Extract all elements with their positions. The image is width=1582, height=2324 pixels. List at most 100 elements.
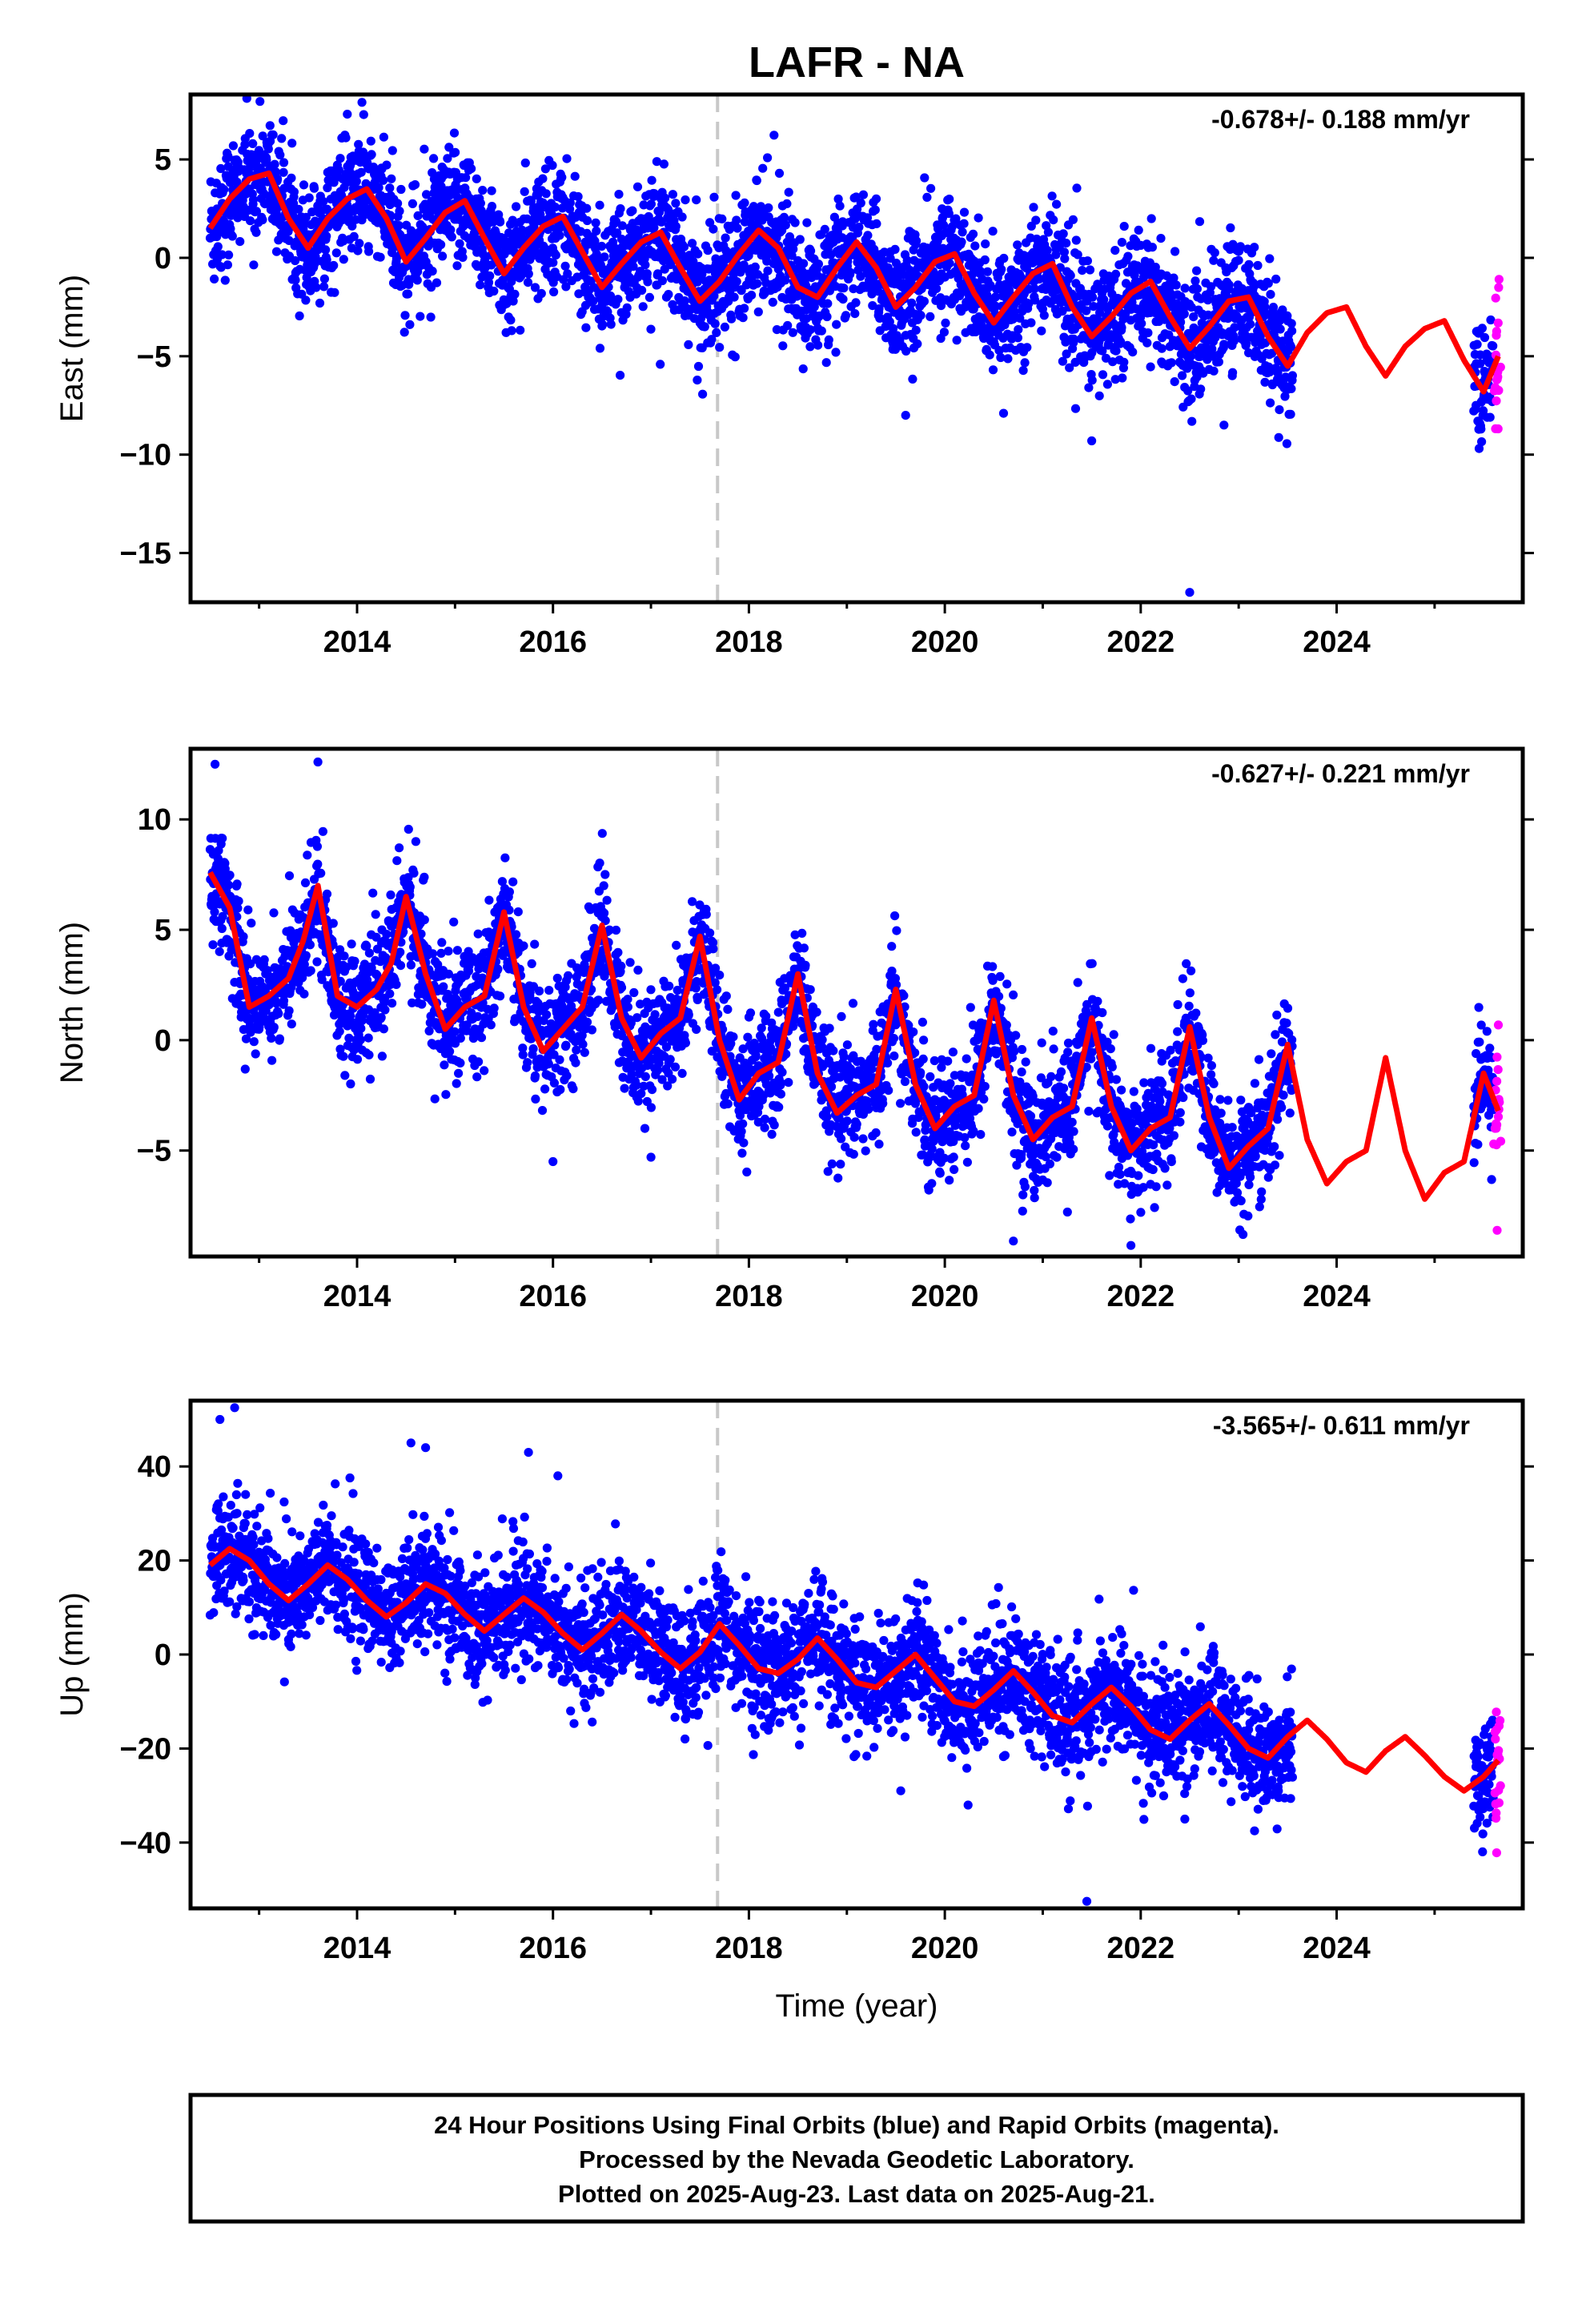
data-point <box>1287 371 1297 380</box>
data-point <box>1485 412 1495 422</box>
data-point <box>596 241 607 251</box>
data-point <box>1031 215 1041 225</box>
data-point <box>1117 238 1126 247</box>
data-point <box>959 207 970 217</box>
data-point <box>1170 247 1180 256</box>
data-point <box>856 198 865 208</box>
data-point <box>599 881 608 891</box>
data-point <box>939 328 949 337</box>
data-point <box>287 139 297 148</box>
data-point <box>271 247 282 256</box>
data-point <box>833 194 843 204</box>
data-point <box>311 283 321 292</box>
data-point <box>623 1002 633 1011</box>
data-point <box>476 199 486 208</box>
data-point <box>347 939 356 949</box>
data-point <box>763 266 773 275</box>
data-point <box>307 207 317 217</box>
data-point <box>1180 283 1190 293</box>
data-point <box>1211 333 1220 343</box>
data-point <box>366 136 375 146</box>
rapid-point <box>1494 283 1504 292</box>
x-tick-label: 2014 <box>323 625 391 659</box>
data-point <box>350 956 359 966</box>
data-point <box>291 275 300 285</box>
data-point <box>312 957 322 967</box>
data-point <box>595 344 605 353</box>
data-point <box>758 163 768 173</box>
velocity-rate-label: -0.678+/- 0.188 mm/yr <box>1211 105 1470 134</box>
data-point <box>1250 243 1259 252</box>
data-point <box>564 971 573 980</box>
data-point <box>275 150 285 160</box>
data-point <box>970 241 980 251</box>
data-point <box>1476 359 1485 368</box>
data-point <box>1263 279 1273 288</box>
data-point <box>215 947 224 956</box>
data-point <box>218 911 227 921</box>
data-point <box>642 269 652 279</box>
data-point <box>698 389 708 399</box>
data-point <box>287 173 296 183</box>
data-point <box>612 228 622 238</box>
data-point <box>249 1037 259 1047</box>
data-point <box>405 883 415 892</box>
data-point <box>951 214 961 223</box>
data-point <box>386 890 396 900</box>
data-point <box>1186 352 1195 361</box>
data-point <box>562 154 572 163</box>
data-point <box>763 153 773 163</box>
data-point <box>1271 274 1281 284</box>
data-point <box>659 159 669 169</box>
data-point <box>1030 284 1039 294</box>
data-point <box>885 254 895 263</box>
data-point <box>753 307 763 317</box>
data-point <box>592 226 601 235</box>
data-point <box>872 219 881 228</box>
data-point <box>524 269 533 279</box>
data-point <box>496 991 505 1001</box>
data-point <box>919 296 929 306</box>
data-point <box>582 215 592 226</box>
data-point <box>312 842 322 851</box>
data-point <box>507 326 516 336</box>
data-point <box>1275 324 1285 334</box>
data-point <box>1117 323 1126 332</box>
outlier-point <box>901 411 910 420</box>
x-tick-label: 2022 <box>1107 625 1175 659</box>
data-point <box>693 249 703 259</box>
data-point <box>649 189 659 199</box>
data-point <box>1171 280 1181 290</box>
data-point <box>952 336 962 345</box>
data-point <box>740 304 749 313</box>
data-point <box>428 267 437 276</box>
data-point <box>1203 296 1213 305</box>
data-point <box>367 150 376 159</box>
data-point <box>248 139 258 148</box>
rapid-point <box>1493 424 1503 434</box>
rapid-point <box>1493 318 1503 328</box>
data-point <box>413 211 423 220</box>
data-point <box>1286 342 1296 352</box>
data-point <box>284 871 295 881</box>
data-point <box>781 275 790 285</box>
data-point <box>1157 344 1166 353</box>
data-point <box>932 283 942 293</box>
data-point <box>824 335 833 344</box>
data-point <box>213 242 223 251</box>
outlier-point <box>998 408 1009 418</box>
data-point <box>591 218 600 227</box>
data-point <box>788 328 797 337</box>
data-point <box>1229 336 1239 346</box>
data-point <box>562 1071 572 1080</box>
data-point <box>1128 348 1138 357</box>
data-point <box>565 198 575 207</box>
data-point <box>1073 250 1082 259</box>
data-point <box>653 269 663 279</box>
data-point <box>1068 215 1078 224</box>
data-point <box>822 312 832 322</box>
x-tick-label: 2020 <box>911 625 979 659</box>
data-point <box>472 1072 482 1082</box>
data-point <box>1069 334 1078 344</box>
data-point <box>817 326 826 336</box>
